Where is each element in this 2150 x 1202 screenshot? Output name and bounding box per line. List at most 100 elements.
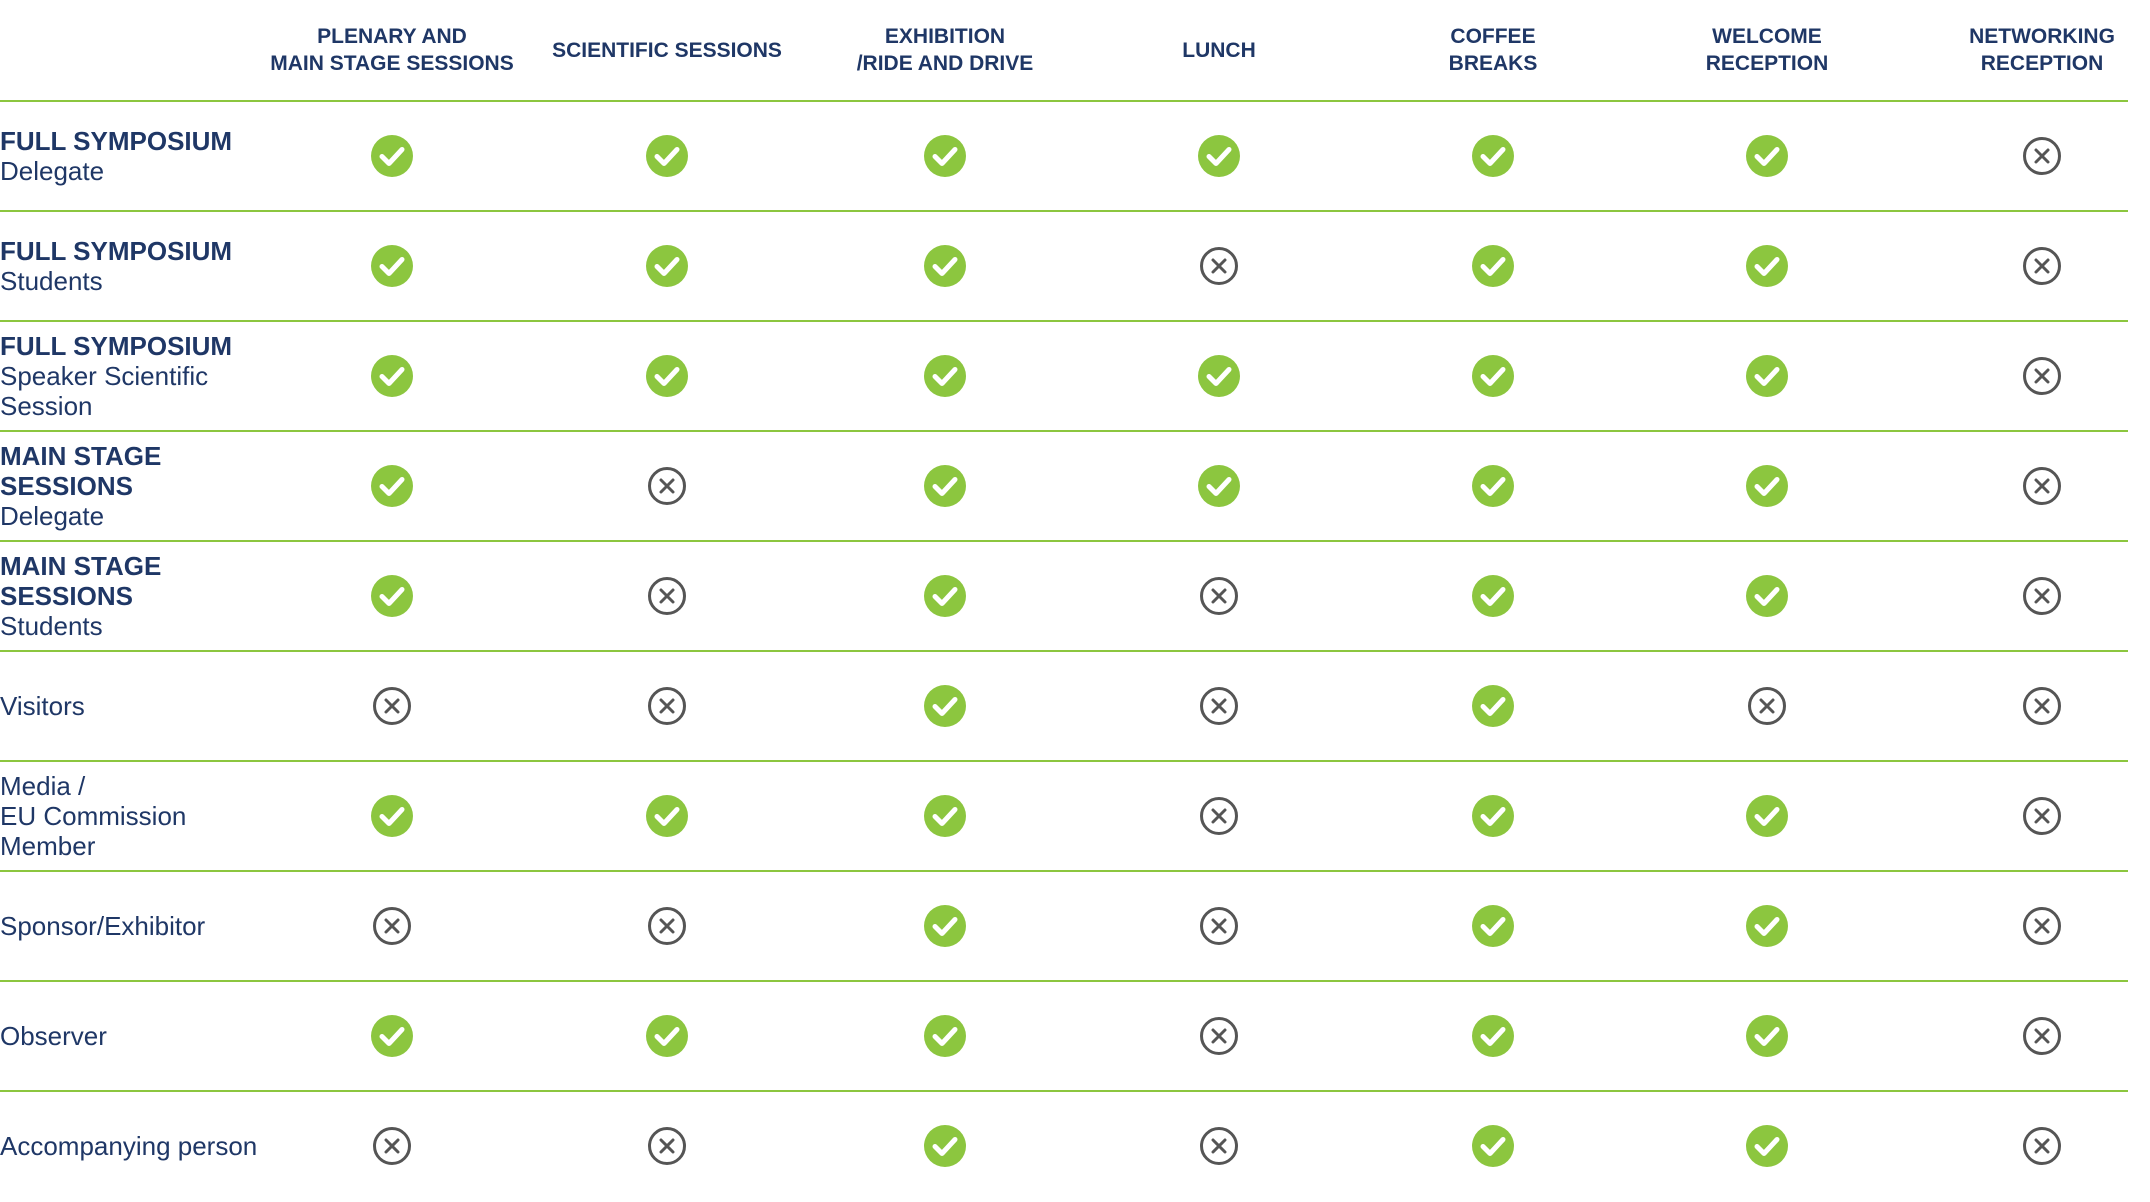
access-cell (1463, 212, 1523, 320)
row-title: MAIN STAGE SESSIONS (0, 441, 162, 501)
cross-circle-icon (1200, 1127, 1238, 1165)
check-circle-icon (371, 1015, 413, 1057)
column-header: SCIENTIFIC SESSIONS (552, 38, 782, 62)
check-circle-icon (1472, 245, 1514, 287)
cross-circle-icon (1200, 577, 1238, 615)
table-row: Sponsor/Exhibitor (0, 872, 2128, 982)
column-header: LUNCH (1182, 38, 1256, 62)
check-circle-icon (1472, 685, 1514, 727)
access-cell (1737, 542, 1797, 650)
access-cell (1463, 652, 1523, 760)
access-cell (362, 322, 422, 430)
access-cell (2012, 102, 2072, 210)
column-header: WELCOME RECEPTION (1705, 25, 1829, 75)
cross-circle-icon (1200, 247, 1238, 285)
access-cell (362, 652, 422, 760)
access-cell (2012, 982, 2072, 1090)
access-cell (362, 872, 422, 980)
row-subtitle: Accompanying person (0, 1131, 258, 1161)
check-circle-icon (1472, 1015, 1514, 1057)
cross-circle-icon (1200, 1017, 1238, 1055)
check-circle-icon (371, 795, 413, 837)
access-cell (1189, 872, 1249, 980)
access-cell (2012, 762, 2072, 870)
check-circle-icon (924, 795, 966, 837)
access-cell (1463, 542, 1523, 650)
cross-circle-icon (2023, 467, 2061, 505)
check-circle-icon (1472, 795, 1514, 837)
check-circle-icon (1746, 135, 1788, 177)
header-row: PLENARY AND MAIN STAGE SESSIONS SCIENTIFI… (0, 0, 2128, 102)
access-cell (637, 542, 697, 650)
access-cell (915, 102, 975, 210)
access-cell (2012, 1092, 2072, 1200)
access-cell (1737, 982, 1797, 1090)
check-circle-icon (646, 355, 688, 397)
access-cell (1189, 212, 1249, 320)
row-label: Observer (0, 982, 300, 1090)
table-row: Media / EU Commission Member (0, 762, 2128, 872)
check-circle-icon (1472, 905, 1514, 947)
check-circle-icon (1472, 135, 1514, 177)
row-subtitle: Students (0, 611, 103, 641)
access-cell (1189, 652, 1249, 760)
cross-circle-icon (648, 467, 686, 505)
table-row: MAIN STAGE SESSIONS Delegate (0, 432, 2128, 542)
cross-circle-icon (648, 577, 686, 615)
cross-circle-icon (648, 907, 686, 945)
row-subtitle: Visitors (0, 691, 85, 721)
check-circle-icon (646, 135, 688, 177)
cross-circle-icon (2023, 1017, 2061, 1055)
access-cell (637, 652, 697, 760)
row-label: MAIN STAGE SESSIONS Delegate (0, 432, 300, 540)
check-circle-icon (1746, 795, 1788, 837)
access-cell (637, 872, 697, 980)
access-cell (362, 212, 422, 320)
row-label: Sponsor/Exhibitor (0, 872, 300, 980)
check-circle-icon (924, 465, 966, 507)
check-circle-icon (1198, 465, 1240, 507)
cross-circle-icon (1200, 797, 1238, 835)
access-cell (2012, 652, 2072, 760)
check-circle-icon (1198, 135, 1240, 177)
cross-circle-icon (2023, 577, 2061, 615)
access-cell (637, 432, 697, 540)
check-circle-icon (1746, 1015, 1788, 1057)
access-cell (1463, 872, 1523, 980)
row-label: FULL SYMPOSIUM Delegate (0, 102, 300, 210)
access-cell (915, 762, 975, 870)
row-label: FULL SYMPOSIUM Students (0, 212, 300, 320)
check-circle-icon (924, 355, 966, 397)
check-circle-icon (646, 245, 688, 287)
table-row: MAIN STAGE SESSIONS Students (0, 542, 2128, 652)
check-circle-icon (1746, 245, 1788, 287)
check-circle-icon (1472, 465, 1514, 507)
access-cell (1189, 542, 1249, 650)
row-subtitle: Delegate (0, 156, 105, 186)
access-cell (362, 102, 422, 210)
access-cell (1463, 322, 1523, 430)
table-row: Observer (0, 982, 2128, 1092)
access-cell (1189, 102, 1249, 210)
check-circle-icon (371, 135, 413, 177)
check-circle-icon (371, 355, 413, 397)
access-cell (915, 322, 975, 430)
check-circle-icon (924, 905, 966, 947)
access-cell (915, 872, 975, 980)
column-header: COFFEE BREAKS (1448, 25, 1538, 75)
column-header: EXHIBITION /RIDE AND DRIVE (856, 25, 1034, 75)
access-cell (915, 542, 975, 650)
check-circle-icon (1746, 465, 1788, 507)
access-cell (915, 432, 975, 540)
check-circle-icon (1198, 355, 1240, 397)
access-cell (362, 1092, 422, 1200)
access-cell (1189, 322, 1249, 430)
cross-circle-icon (2023, 357, 2061, 395)
access-cell (1737, 212, 1797, 320)
check-circle-icon (371, 465, 413, 507)
table-row: Accompanying person (0, 1092, 2128, 1200)
check-circle-icon (924, 135, 966, 177)
check-circle-icon (924, 1015, 966, 1057)
cross-circle-icon (373, 1127, 411, 1165)
